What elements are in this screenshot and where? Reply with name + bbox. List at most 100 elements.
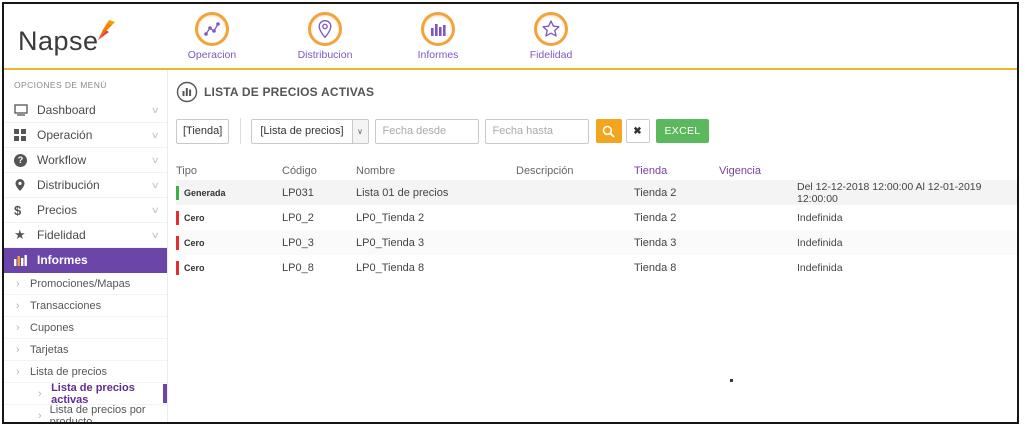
tienda-cell: Tienda 3 [634, 236, 677, 249]
nombre-cell: LP0_Tienda 2 [356, 211, 425, 224]
sidebar-subitem-label: Tarjetas [30, 343, 69, 356]
sidebar-item-fidelidad[interactable]: ★ Fidelidad ∨ [4, 223, 167, 248]
arrow-right-icon: › [16, 365, 20, 378]
sidebar-item-label: Fidelidad [37, 228, 86, 242]
tipo-cell: Cero [176, 235, 282, 250]
nav-informes[interactable]: Informes [402, 11, 474, 61]
arrow-right-icon: › [38, 409, 42, 422]
page-title: LISTA DE PRECIOS ACTIVAS [204, 85, 375, 99]
tienda-cell: Tienda 2 [634, 211, 677, 224]
codigo-cell: LP0_8 [282, 261, 314, 274]
table-row[interactable]: Cero LP0_3 LP0_Tienda 3 Tienda 3 Indefin… [176, 230, 1017, 255]
report-circle-icon [176, 81, 198, 103]
close-icon: ✖ [633, 125, 642, 137]
bar-chart-icon [14, 254, 34, 266]
vigencia-cell: Del 12-12-2018 12:00:00 Al 12-01-2019 12… [797, 180, 982, 205]
table-header-row: Tipo Código Nombre Descripción Tienda Vi… [176, 162, 1017, 180]
sidebar-subitem-lista-de-precios-activas[interactable]: › Lista de precios activas [4, 381, 167, 406]
sidebar-item-label: Precios [37, 203, 78, 217]
nav-distribucion[interactable]: Distribucion [289, 11, 361, 61]
type-indicator-bar [176, 185, 179, 200]
table-row[interactable]: Generada LP031 Lista 01 de precios Tiend… [176, 180, 1017, 205]
nav-label: Informes [417, 48, 459, 61]
pin-icon [318, 19, 332, 38]
lista-de-precios-select[interactable]: [Lista de precios] ∨ [251, 118, 369, 144]
sidebar-subitem-lista-de-precios[interactable]: › Lista de precios [4, 361, 167, 383]
sidebar-subitem-promociones-mapas[interactable]: › Promociones/Mapas [4, 273, 167, 295]
chevron-down-icon: ∨ [351, 119, 368, 143]
table-row[interactable]: Cero LP0_8 LP0_Tienda 8 Tienda 8 Indefin… [176, 255, 1017, 280]
vigencia-cell: Indefinida [797, 236, 843, 249]
sidebar-item-label: Operación [37, 128, 93, 142]
clear-button[interactable]: ✖ [625, 119, 650, 143]
chevron-down-icon: ∨ [151, 204, 161, 215]
tienda-filter-button[interactable]: [Tienda] [176, 118, 230, 144]
monitor-icon [14, 104, 34, 116]
excel-export-button[interactable]: EXCEL [655, 119, 710, 143]
tienda-cell: Tienda 2 [634, 186, 677, 199]
sidebar-subitem-cupones[interactable]: › Cupones [4, 317, 167, 339]
table-row[interactable]: Cero LP0_2 LP0_Tienda 2 Tienda 2 Indefin… [176, 205, 1017, 230]
sidebar-subitem-label: Lista de precios por producto [49, 403, 146, 424]
nav-circle [195, 11, 229, 46]
chevron-down-icon: ∨ [151, 154, 161, 165]
column-header-tienda[interactable]: Tienda [634, 165, 668, 177]
arrow-right-icon: › [38, 387, 42, 400]
tienda-cell: Tienda 8 [634, 261, 677, 274]
napse-logo[interactable]: Napse [18, 18, 166, 55]
sidebar-item-distribucion[interactable]: Distribución ∨ [4, 173, 167, 198]
type-indicator-bar [176, 235, 179, 250]
tipo-cell: Cero [176, 210, 282, 225]
vigencia-cell: Indefinida [797, 261, 843, 274]
app-window: Napse Operacion [2, 2, 1019, 424]
sidebar-subitem-label: Transacciones [30, 299, 102, 312]
star-icon: ★ [14, 227, 26, 242]
sidebar-subitem-tarjetas[interactable]: › Tarjetas [4, 339, 167, 361]
sidebar-item-operacion[interactable]: Operación ∨ [4, 123, 167, 148]
sidebar-title: OPCIONES DE MENÚ [14, 80, 107, 90]
logo-text: Napse [18, 25, 99, 56]
tipo-cell: Cero [176, 260, 282, 275]
arrow-right-icon: › [16, 299, 20, 312]
nav-operacion[interactable]: Operacion [176, 11, 248, 61]
nav-circle [308, 11, 342, 46]
main-content: LISTA DE PRECIOS ACTIVAS [Tienda] [Lista… [168, 70, 1017, 422]
sidebar-item-precios[interactable]: $ Precios ∨ [4, 198, 167, 223]
sidebar-subitem-lista-de-precios-por-producto[interactable]: › Lista de precios por producto [4, 403, 167, 424]
codigo-cell: LP031 [282, 186, 314, 199]
filter-bar: [Tienda] [Lista de precios] ∨ ✖ E [176, 118, 1017, 144]
arrow-right-icon: › [16, 277, 20, 290]
nombre-cell: Lista 01 de precios [356, 186, 449, 199]
fecha-desde-input[interactable] [374, 118, 479, 144]
stray-dot [730, 379, 733, 382]
chevron-down-icon: ∨ [151, 179, 161, 190]
lightning-bolt-icon [97, 19, 115, 40]
sidebar-item-label: Distribución [37, 178, 100, 192]
column-header-codigo: Código [282, 165, 317, 177]
codigo-cell: LP0_2 [282, 211, 314, 224]
top-navigation: Operacion Distribucion [176, 11, 587, 61]
bar-chart-icon [431, 23, 446, 36]
nombre-cell: LP0_Tienda 3 [356, 236, 425, 249]
search-button[interactable] [595, 119, 622, 143]
fecha-hasta-input[interactable] [484, 118, 589, 144]
nombre-cell: LP0_Tienda 8 [356, 261, 425, 274]
pin-icon [14, 178, 34, 192]
nav-circle [421, 11, 455, 46]
type-indicator-bar [176, 260, 179, 275]
sidebar-item-dashboard[interactable]: Dashboard ∨ [4, 98, 167, 123]
sidebar-item-workflow[interactable]: ? Workflow ∨ [4, 148, 167, 173]
search-icon [602, 125, 615, 138]
sidebar-subitem-label: Lista de precios activas [51, 381, 135, 406]
nav-label: Operacion [187, 48, 237, 61]
nav-fidelidad[interactable]: Fidelidad [515, 11, 587, 61]
grid-icon [14, 129, 34, 141]
sidebar-item-label: Dashboard [37, 103, 96, 117]
sidebar-subitem-transacciones[interactable]: › Transacciones [4, 295, 167, 317]
nav-label: Distribucion [297, 48, 353, 61]
sidebar-item-informes[interactable]: Informes [4, 248, 167, 273]
column-header-vigencia[interactable]: Vigencia [719, 165, 761, 177]
column-header-descripcion: Descripción [516, 165, 574, 177]
price-lists-table: Tipo Código Nombre Descripción Tienda Vi… [176, 162, 1017, 280]
arrow-right-icon: › [16, 343, 20, 356]
